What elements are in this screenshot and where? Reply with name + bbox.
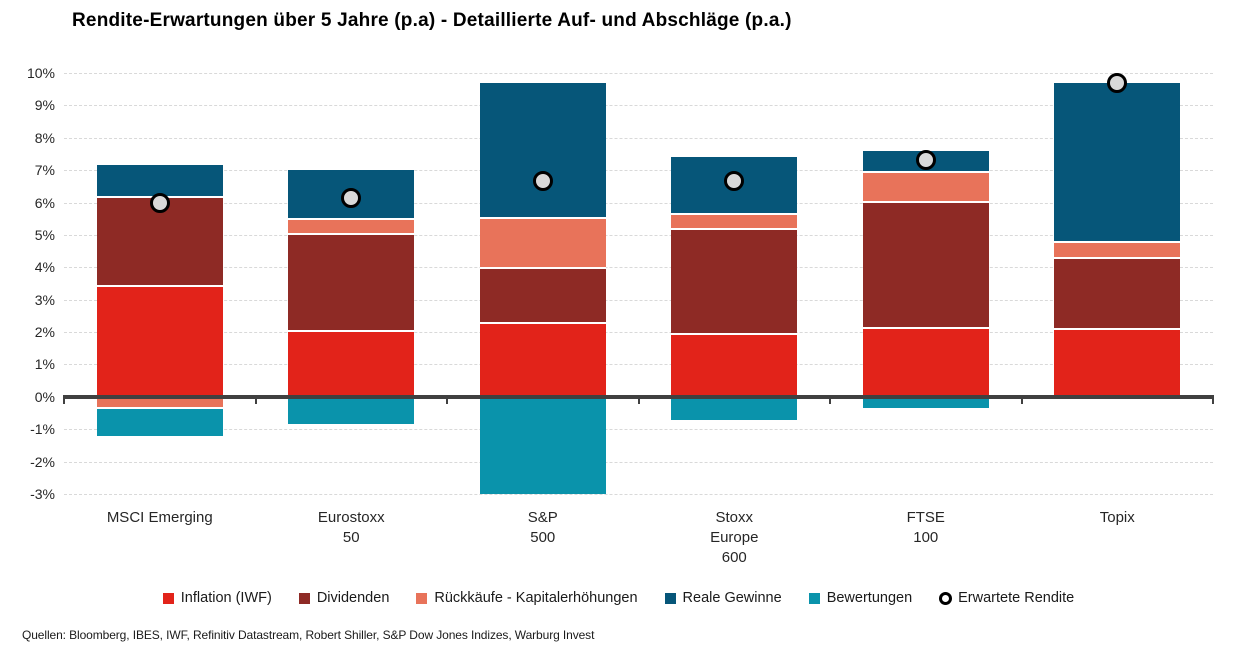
expected-return-marker xyxy=(149,192,170,213)
x-axis-tick xyxy=(254,394,257,404)
legend-item: Rückkäufe - Kapitalerhöhungen xyxy=(416,590,638,606)
bar-segment xyxy=(96,406,223,436)
legend-label: Bewertungen xyxy=(826,590,913,606)
legend-item: Dividenden xyxy=(298,590,390,606)
bar-segment xyxy=(1054,330,1181,397)
expected-return-marker xyxy=(915,150,936,171)
y-axis-tick-label: 5% xyxy=(34,226,55,243)
x-axis-category-label: FTSE 100 xyxy=(906,509,945,546)
y-gridline xyxy=(64,332,1213,334)
y-gridline xyxy=(64,137,1213,139)
chart-legend: Inflation (IWF) Dividenden Rückkäufe - Kap… xyxy=(0,590,1237,606)
x-axis-category-label: S&P 500 xyxy=(527,509,558,546)
y-gridline xyxy=(64,429,1213,431)
expected-return-marker xyxy=(1107,72,1128,93)
bar-segment xyxy=(862,173,989,203)
bar-segment xyxy=(1054,243,1181,260)
y-gridline xyxy=(64,494,1213,495)
x-axis-tick xyxy=(1212,394,1214,404)
bar-segment xyxy=(862,396,989,409)
bar-segment xyxy=(479,268,606,324)
y-gridline xyxy=(64,267,1213,269)
bar-segment xyxy=(1054,259,1181,331)
x-axis-category-label: Topix xyxy=(1099,509,1135,526)
y-gridline xyxy=(64,170,1213,172)
legend-label: Inflation (IWF) xyxy=(180,590,272,606)
y-axis-tick-label: 0% xyxy=(34,388,55,405)
bar-segment xyxy=(671,335,798,397)
legend-item-marker: Erwartete Rendite xyxy=(939,590,1074,606)
legend-item: Bewertungen xyxy=(808,590,913,606)
y-axis-tick-label: 10% xyxy=(26,65,55,81)
y-gridline xyxy=(64,105,1213,107)
y-gridline xyxy=(64,299,1213,301)
legend-swatch-icon xyxy=(162,592,174,604)
y-axis-tick-label: 2% xyxy=(34,324,55,341)
legend-swatch-icon xyxy=(416,592,428,604)
y-axis-tick-label: 4% xyxy=(34,259,55,276)
bar-segment xyxy=(288,396,415,425)
x-axis-category-label: MSCI Emerging xyxy=(106,509,213,526)
y-axis-tick-label: 6% xyxy=(34,194,55,211)
bar-segment xyxy=(288,332,415,397)
legend-item: Reale Gewinne xyxy=(664,590,782,606)
bar-segment xyxy=(479,323,606,397)
y-axis-tick-label: 7% xyxy=(34,162,55,179)
bar-segment xyxy=(96,396,223,407)
x-axis-tick xyxy=(63,394,65,404)
y-gridline xyxy=(64,73,1213,74)
y-gridline xyxy=(64,234,1213,236)
y-axis-tick-label: -1% xyxy=(30,421,55,438)
y-axis-tick-label: 8% xyxy=(34,129,55,146)
expected-return-marker xyxy=(724,171,745,192)
y-axis-tick-label: 1% xyxy=(34,356,55,373)
bar-segment xyxy=(96,286,223,397)
legend-swatch-icon xyxy=(664,592,676,604)
legend-swatch-icon xyxy=(808,592,820,604)
legend-swatch-icon xyxy=(298,592,310,604)
x-axis-tick xyxy=(829,394,831,404)
bar-segment xyxy=(479,396,606,494)
source-note: Quellen: Bloomberg, IBES, IWF, Refinitiv… xyxy=(22,628,595,642)
y-axis-tick-label: -3% xyxy=(30,486,55,502)
legend-item: Inflation (IWF) xyxy=(162,590,272,606)
y-axis-tick-label: 9% xyxy=(34,97,55,114)
bar-segment xyxy=(862,328,989,397)
legend-label: Erwartete Rendite xyxy=(958,590,1075,606)
legend-label: Dividenden xyxy=(316,590,390,606)
y-gridline xyxy=(64,364,1213,366)
x-axis-category-label: Eurostoxx 50 xyxy=(317,509,385,546)
legend-label: Rückkäufe - Kapitalerhöhungen xyxy=(434,590,638,606)
bar-segment xyxy=(1054,82,1181,243)
x-axis-tick xyxy=(446,394,448,404)
expected-return-marker xyxy=(532,171,553,192)
bar-segment xyxy=(671,230,798,336)
y-axis-tick-label: -2% xyxy=(30,453,55,470)
expected-return-marker xyxy=(341,187,362,208)
bar-segment xyxy=(862,202,989,329)
bar-segment xyxy=(288,220,415,235)
bar-segment xyxy=(671,396,798,420)
y-axis-tick-label: 3% xyxy=(34,291,55,308)
x-axis-category-label: Stoxx Europe 600 xyxy=(710,509,759,566)
y-gridline xyxy=(64,461,1213,463)
bar-segment xyxy=(479,82,606,219)
legend-label: Reale Gewinne xyxy=(682,590,782,606)
chart-title: Rendite-Erwartungen über 5 Jahre (p.a) -… xyxy=(72,10,792,31)
x-axis-tick xyxy=(1020,394,1023,404)
y-gridline xyxy=(64,202,1213,204)
bar-segment xyxy=(479,218,606,269)
bar-segment xyxy=(671,215,798,231)
x-axis-tick xyxy=(637,394,640,404)
circle-marker-icon xyxy=(939,591,953,605)
bar-segment xyxy=(288,234,415,333)
